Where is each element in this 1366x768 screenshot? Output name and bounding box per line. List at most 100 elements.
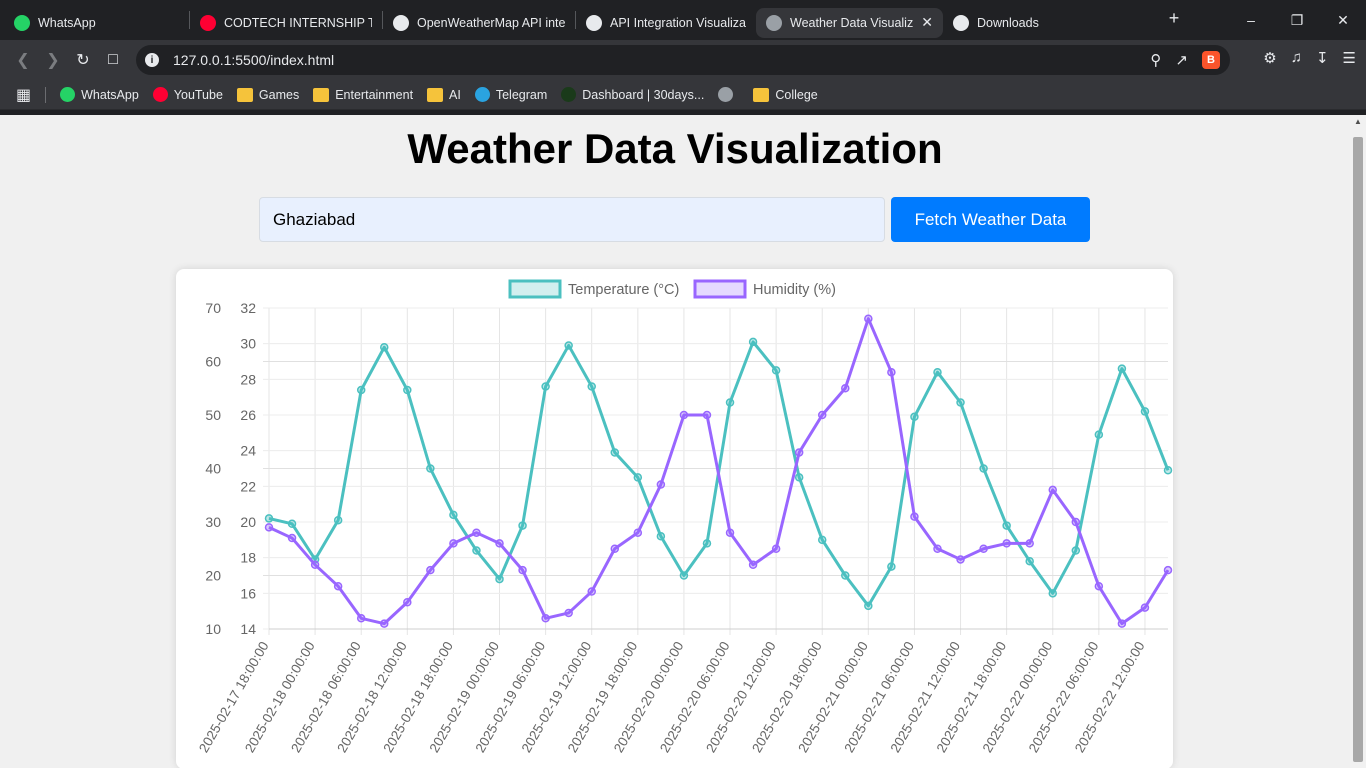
data-point	[564, 608, 573, 618]
data-point	[1025, 556, 1034, 566]
data-point	[1048, 485, 1057, 495]
data-point	[794, 448, 804, 457]
bookmark-label: Dashboard | 30days...	[582, 87, 705, 102]
data-point	[748, 337, 758, 347]
y-right-tick-label: 14	[240, 621, 256, 637]
restore-icon[interactable]: ❐	[1290, 11, 1304, 28]
zoom-icon[interactable]: ⚲	[1150, 52, 1162, 69]
data-point	[541, 614, 550, 623]
bookmark-item[interactable]: Telegram	[474, 87, 547, 102]
data-point	[426, 464, 435, 473]
y-left-tick-label: 50	[205, 407, 221, 423]
data-point	[679, 410, 689, 420]
forward-icon[interactable]: ❯	[46, 52, 60, 69]
browser-tab[interactable]: CODTECH INTERNSHIP TAS	[190, 8, 382, 38]
data-point	[1002, 521, 1011, 530]
tab-label: Downloads	[977, 15, 1039, 30]
data-point	[495, 574, 504, 584]
page-scrollbar[interactable]: ▲	[1350, 115, 1366, 768]
y-right-tick-label: 26	[240, 407, 256, 423]
folder-icon	[313, 87, 330, 102]
data-point	[864, 601, 873, 611]
folder-icon	[236, 87, 253, 102]
data-point	[564, 341, 573, 350]
bookmark-label: College	[775, 87, 818, 102]
scroll-up-icon[interactable]: ▲	[1354, 117, 1362, 126]
data-point	[472, 546, 481, 555]
legend-swatch	[508, 279, 562, 299]
data-point	[841, 571, 850, 580]
data-point	[449, 539, 458, 548]
bookmark-item[interactable]: WhatsApp	[60, 87, 139, 102]
github-icon	[393, 14, 409, 31]
data-point	[610, 448, 620, 457]
data-point	[910, 512, 919, 521]
data-point	[1094, 581, 1104, 591]
site-info-icon[interactable]: i	[145, 53, 159, 67]
url-text[interactable]: 127.0.0.1:5500/index.html	[173, 52, 335, 68]
media-icon[interactable]: ♫	[1290, 49, 1302, 66]
data-point	[1048, 589, 1057, 598]
close-window-icon[interactable]: ✕	[1337, 11, 1349, 28]
extensions-icon[interactable]: ⚙	[1263, 50, 1277, 67]
data-point	[817, 535, 827, 545]
data-point	[817, 410, 827, 420]
browser-tab[interactable]: API Integration Visualizatio	[576, 8, 756, 38]
chart-card: 10 20 30 40 50 60 70 14 16 18 20 22 24 26 28 30 32 2025-0…	[176, 269, 1173, 768]
city-input[interactable]	[259, 197, 885, 242]
share-icon[interactable]: ↗	[1175, 52, 1188, 69]
data-point	[403, 385, 412, 395]
y-right-tick-label: 32	[240, 300, 256, 316]
data-point	[979, 464, 988, 473]
data-point	[979, 544, 988, 553]
downloads-icon[interactable]: ↧	[1315, 50, 1329, 67]
data-point	[1071, 546, 1081, 555]
legend-swatch	[693, 279, 747, 299]
browser-tab[interactable]: Downloads	[943, 8, 1113, 38]
browser-tab[interactable]: Weather Data Visualiza ✕	[756, 7, 943, 38]
tab-close-icon[interactable]: ✕	[921, 14, 933, 30]
data-point	[933, 544, 942, 553]
bookmark-item[interactable]: Games	[236, 87, 299, 102]
data-point	[725, 528, 735, 537]
reload-icon[interactable]: ↻	[76, 52, 90, 69]
tab-separator	[382, 11, 383, 29]
folder-icon	[753, 87, 770, 102]
address-bar[interactable]: i 127.0.0.1:5500/index.html ⚲ ↗ B	[136, 45, 1230, 75]
bookmark-item[interactable]: AI	[427, 87, 461, 102]
tab-label: Weather Data Visualiza	[790, 15, 914, 30]
bookmarks-divider	[45, 86, 47, 103]
bookmark-icon[interactable]: □	[108, 51, 118, 68]
data-point	[518, 521, 527, 530]
download-icon	[953, 14, 969, 31]
fetch-weather-button[interactable]: Fetch Weather Data	[891, 197, 1090, 242]
data-point	[333, 581, 343, 591]
scrollbar-thumb[interactable]	[1353, 137, 1363, 762]
back-icon[interactable]: ❮	[16, 52, 30, 69]
apps-icon[interactable]: ▦	[16, 86, 32, 104]
data-point	[495, 539, 504, 548]
bookmark-item[interactable]	[718, 87, 739, 102]
globe-icon	[766, 14, 782, 31]
whatsapp-icon	[60, 87, 76, 102]
bookmark-item[interactable]: Entertainment	[313, 87, 413, 102]
data-point	[264, 514, 274, 523]
browser-tab[interactable]: OpenWeatherMap API inte	[383, 8, 575, 38]
data-point	[956, 398, 965, 407]
tab-label: OpenWeatherMap API inte	[417, 15, 565, 30]
data-point	[1140, 407, 1150, 416]
brave-shield-icon[interactable]: B	[1202, 51, 1220, 69]
data-point	[956, 555, 965, 564]
bookmark-item[interactable]: Dashboard | 30days...	[561, 87, 704, 102]
browser-tab[interactable]: WhatsApp	[4, 8, 189, 38]
bookmark-item[interactable]: College	[753, 87, 818, 102]
minimize-icon[interactable]: –	[1247, 12, 1255, 28]
data-point	[1117, 619, 1127, 628]
data-point	[356, 385, 366, 395]
new-tab-button[interactable]: +	[1168, 8, 1180, 28]
y-left-tick-label: 20	[205, 568, 221, 584]
youtube-icon	[152, 87, 168, 102]
menu-icon[interactable]: ☰	[1342, 50, 1356, 67]
bookmark-item[interactable]: YouTube	[152, 87, 223, 102]
data-point	[633, 473, 643, 482]
